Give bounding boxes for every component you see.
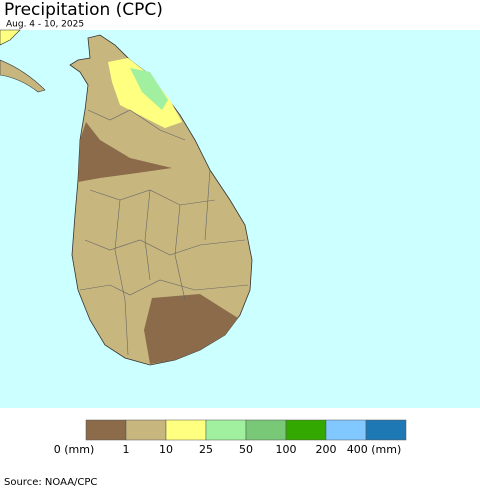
legend-label: 0 (mm) (54, 443, 95, 456)
region-0-1 (78, 122, 172, 182)
sri-lanka (69, 34, 253, 366)
legend-label: 25 (199, 443, 213, 456)
legend-label: 400 (mm) (347, 443, 402, 456)
legend-swatch (285, 419, 327, 441)
legend-label: 50 (239, 443, 253, 456)
region-0-1 (144, 294, 238, 364)
legend-label: 200 (316, 443, 337, 456)
legend-swatch (325, 419, 367, 441)
legend-label: 100 (276, 443, 297, 456)
legend-swatch (245, 419, 287, 441)
legend-label: 1 (123, 443, 130, 456)
legend-swatch (85, 419, 127, 441)
india-coast (0, 29, 21, 46)
legend-swatch (165, 419, 207, 441)
legend-swatch (365, 419, 407, 441)
source: Source: NOAA/CPC (4, 477, 97, 488)
subtitle: Aug. 4 - 10, 2025 (6, 20, 84, 30)
region-25-50 (130, 68, 168, 110)
legend-swatch (125, 419, 167, 441)
legend-swatch (205, 419, 247, 441)
title: Precipitation (CPC) (4, 0, 163, 20)
legend: 0 (mm) 1 10 25 50 100 200 400 (mm) (54, 419, 407, 456)
legend-label: 10 (159, 443, 173, 456)
india-coast (0, 59, 46, 93)
